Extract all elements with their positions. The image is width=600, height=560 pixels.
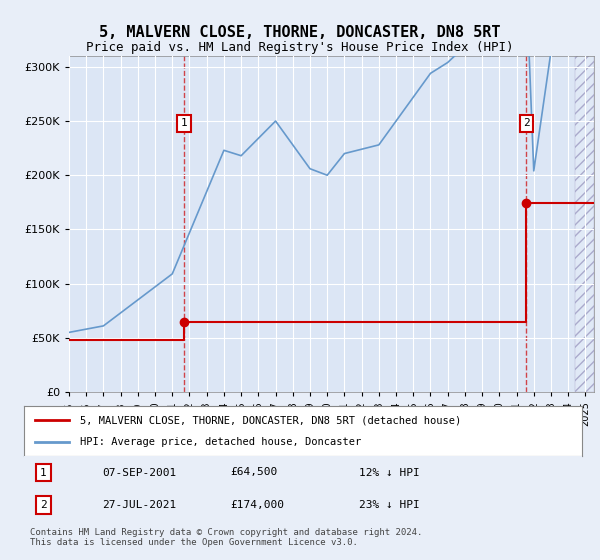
Text: 2: 2: [40, 500, 47, 510]
Text: 1: 1: [40, 468, 47, 478]
Text: 07-SEP-2001: 07-SEP-2001: [102, 468, 176, 478]
Text: 23% ↓ HPI: 23% ↓ HPI: [359, 500, 419, 510]
Text: 27-JUL-2021: 27-JUL-2021: [102, 500, 176, 510]
Text: 5, MALVERN CLOSE, THORNE, DONCASTER, DN8 5RT (detached house): 5, MALVERN CLOSE, THORNE, DONCASTER, DN8…: [80, 415, 461, 425]
Text: Price paid vs. HM Land Registry's House Price Index (HPI): Price paid vs. HM Land Registry's House …: [86, 41, 514, 54]
Bar: [575, 56, 594, 392]
Text: £174,000: £174,000: [230, 500, 284, 510]
Text: Contains HM Land Registry data © Crown copyright and database right 2024.
This d: Contains HM Land Registry data © Crown c…: [30, 528, 422, 547]
Text: 5, MALVERN CLOSE, THORNE, DONCASTER, DN8 5RT: 5, MALVERN CLOSE, THORNE, DONCASTER, DN8…: [99, 25, 501, 40]
Text: 2: 2: [523, 118, 530, 128]
Text: £64,500: £64,500: [230, 468, 278, 478]
Text: 1: 1: [181, 118, 188, 128]
Text: HPI: Average price, detached house, Doncaster: HPI: Average price, detached house, Donc…: [80, 437, 361, 447]
Text: 12% ↓ HPI: 12% ↓ HPI: [359, 468, 419, 478]
Bar: [575, 56, 594, 392]
